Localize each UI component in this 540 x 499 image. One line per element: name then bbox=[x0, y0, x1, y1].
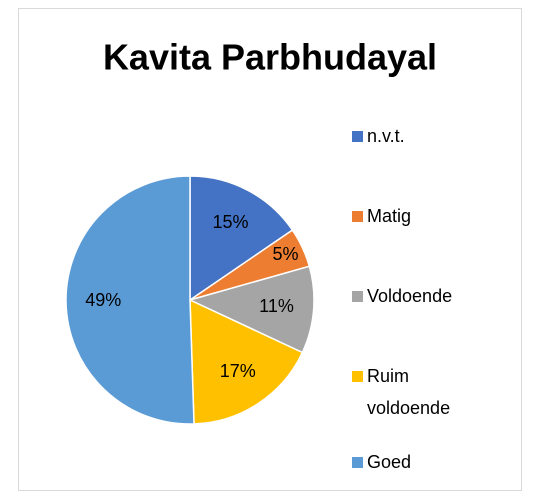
pie-slice bbox=[189, 175, 294, 302]
legend-item: n.v.t. bbox=[350, 120, 517, 152]
legend-item: Goed bbox=[350, 446, 517, 478]
legend-swatch bbox=[352, 211, 363, 222]
legend-swatch bbox=[352, 131, 363, 142]
legend-label: Ruim voldoende bbox=[367, 366, 451, 418]
data-label: 15% bbox=[213, 212, 249, 232]
data-label: 5% bbox=[272, 244, 298, 264]
legend-label: Goed bbox=[367, 452, 412, 472]
data-label: 49% bbox=[85, 290, 121, 310]
pie-slice bbox=[65, 175, 195, 425]
legend-item: Matig bbox=[350, 200, 517, 232]
data-label: 11% bbox=[259, 296, 294, 316]
legend-label: n.v.t. bbox=[367, 126, 405, 146]
legend-label: Voldoende bbox=[367, 286, 453, 306]
legend-swatch bbox=[352, 457, 363, 468]
legend-item: Ruim voldoende bbox=[350, 360, 451, 424]
pie-slice bbox=[189, 298, 304, 425]
legend-swatch bbox=[352, 371, 363, 382]
legend-swatch bbox=[352, 291, 363, 302]
pie-slice bbox=[187, 265, 315, 354]
legend-label: Matig bbox=[367, 206, 412, 226]
legend-item: Voldoende bbox=[350, 280, 517, 312]
data-label: 17% bbox=[220, 361, 256, 381]
chart-title: Kavita Parbhudayal bbox=[103, 37, 437, 78]
